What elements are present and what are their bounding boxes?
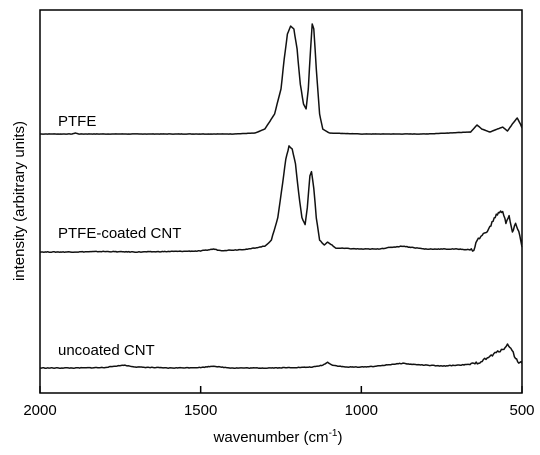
x-tick-label: 1500 bbox=[184, 402, 217, 419]
x-tick-label: 1000 bbox=[345, 402, 378, 419]
series-line-ptfe bbox=[40, 23, 523, 135]
x-axis-ticks: 2000 1500 1000 500 bbox=[23, 386, 535, 419]
y-axis-title: intensity (arbitrary units) bbox=[11, 121, 28, 281]
series-label-ptfe: PTFE bbox=[58, 113, 96, 130]
series-label-uncoated-cnt: uncoated CNT bbox=[58, 342, 155, 359]
series-label-ptfe-coated-cnt: PTFE-coated CNT bbox=[58, 225, 181, 242]
x-axis-title-superscript: -1 bbox=[329, 428, 338, 439]
series-line-uncoated-cnt bbox=[39, 343, 523, 370]
x-axis-title-tail: ) bbox=[337, 429, 342, 446]
series-labels: PTFE PTFE-coated CNT uncoated CNT bbox=[58, 113, 181, 359]
x-axis-title: wavenumber (cm-1) bbox=[213, 428, 343, 446]
series-line-ptfe-coated-cnt bbox=[39, 145, 523, 254]
series-group bbox=[39, 23, 523, 370]
plot-frame bbox=[39, 9, 523, 394]
x-tick-label: 500 bbox=[509, 402, 534, 419]
x-tick-label: 2000 bbox=[23, 402, 56, 419]
